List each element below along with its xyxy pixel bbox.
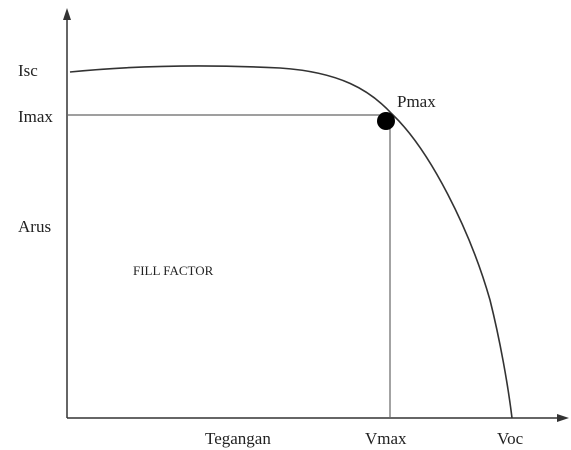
y-axis-label: Arus	[18, 217, 51, 236]
x-axis-arrow	[557, 414, 569, 422]
x-axis-label: Tegangan	[205, 429, 271, 448]
pmax-point	[377, 112, 395, 130]
imax-label: Imax	[18, 107, 53, 126]
vmax-label: Vmax	[365, 429, 407, 448]
voc-label: Voc	[497, 429, 524, 448]
pmax-label: Pmax	[397, 92, 436, 111]
y-axis-arrow	[63, 8, 71, 20]
isc-label: Isc	[18, 61, 38, 80]
fill-factor-label: FILL FACTOR	[133, 263, 214, 278]
iv-curve	[69, 65, 513, 419]
